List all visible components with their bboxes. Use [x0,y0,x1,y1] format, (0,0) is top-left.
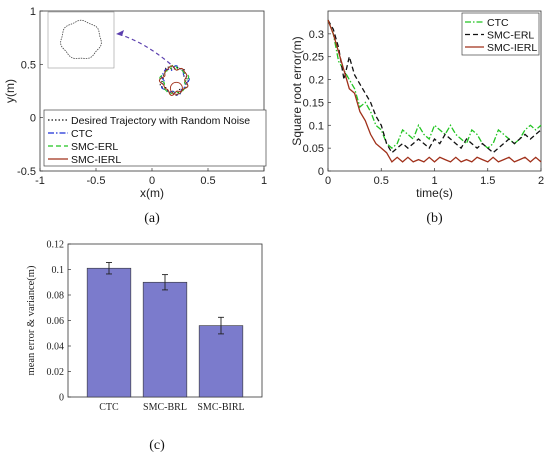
y-tick-label-c: 0.04 [47,342,65,353]
x-tick-label-c: SMC-BRL [143,402,187,413]
x-tick-label-b: 1.5 [480,175,495,187]
series-line-ctc [327,19,542,149]
x-tick-label-b: 2 [538,175,544,187]
zoom-arrowhead [116,30,124,36]
x-tick-label-a: 0.5 [200,175,215,187]
y-tick-label-b: 0.2 [309,75,324,87]
x-tick-label-a: -1 [35,175,45,187]
y-tick-label-b: 0.1 [309,120,324,132]
y-tick-label-b: 0.25 [303,52,324,64]
x-tick-label-b: 1 [431,175,437,187]
x-tick-label-c: CTC [99,402,119,413]
x-tick-label-c: SMC-BIRL [197,402,244,413]
y-tick-label-b: 0.05 [303,143,324,155]
y-tick-label-a: 0 [30,113,36,125]
y-axis-label-a: y(m) [3,79,17,103]
bar-smc-brl [142,281,188,398]
y-tick-label-b: 0 [318,166,324,178]
y-tick-label-a: 0.5 [21,59,36,71]
legend-label-b: SMC-IERL [487,42,537,54]
series-line-smc-ierl [327,19,542,163]
y-tick-label-c: 0 [59,393,64,404]
y-tick-label-c: 0.02 [47,367,65,378]
inset-trajectory [60,19,102,59]
x-tick-label-a: -0.5 [87,175,106,187]
series-line-smc-erl [327,19,542,154]
y-axis-label-c: mean error & variance(m) [26,265,37,375]
caption-c: (c) [149,438,165,453]
bar-smc-birl [198,325,244,398]
y-axis-label-b: Square root error(m) [290,36,304,145]
legend-label-a: SMC-ERL [71,141,118,153]
x-tick-label-b: 0 [325,175,331,187]
inset-frame [47,11,115,69]
y-tick-label-a: -0.5 [17,166,36,178]
legend-a [43,109,267,167]
y-tick-label-b: 0.3 [309,29,324,41]
trajectory-inner-loop [169,81,183,95]
x-tick-label-a: 0 [149,175,155,187]
y-tick-label-a: 1 [30,6,36,18]
trajectory-smc-ierl [158,65,189,97]
x-axis-label-b: time(s) [416,186,453,200]
x-tick-label-b: 0.5 [374,175,389,187]
zoom-arrow [117,33,171,65]
x-axis-label-a: x(m) [140,186,164,200]
y-tick-label-c: 0.12 [47,240,65,251]
y-tick-label-b: 0.15 [303,97,324,109]
legend-label-a: SMC-IERL [71,154,121,166]
y-tick-label-c: 0.06 [47,316,65,327]
legend-label-b: CTC [487,17,509,29]
caption-a: (a) [144,211,160,226]
legend-label-a: CTC [71,128,93,140]
y-tick-label-c: 0.08 [47,291,65,302]
bar-ctc [86,267,132,398]
y-tick-label-c: 0.1 [52,265,65,276]
x-tick-label-a: 1 [261,175,267,187]
legend-label-b: SMC-ERL [487,30,534,42]
caption-b: (b) [426,211,443,226]
legend-label-a: Desired Trajectory with Random Noise [71,115,250,127]
